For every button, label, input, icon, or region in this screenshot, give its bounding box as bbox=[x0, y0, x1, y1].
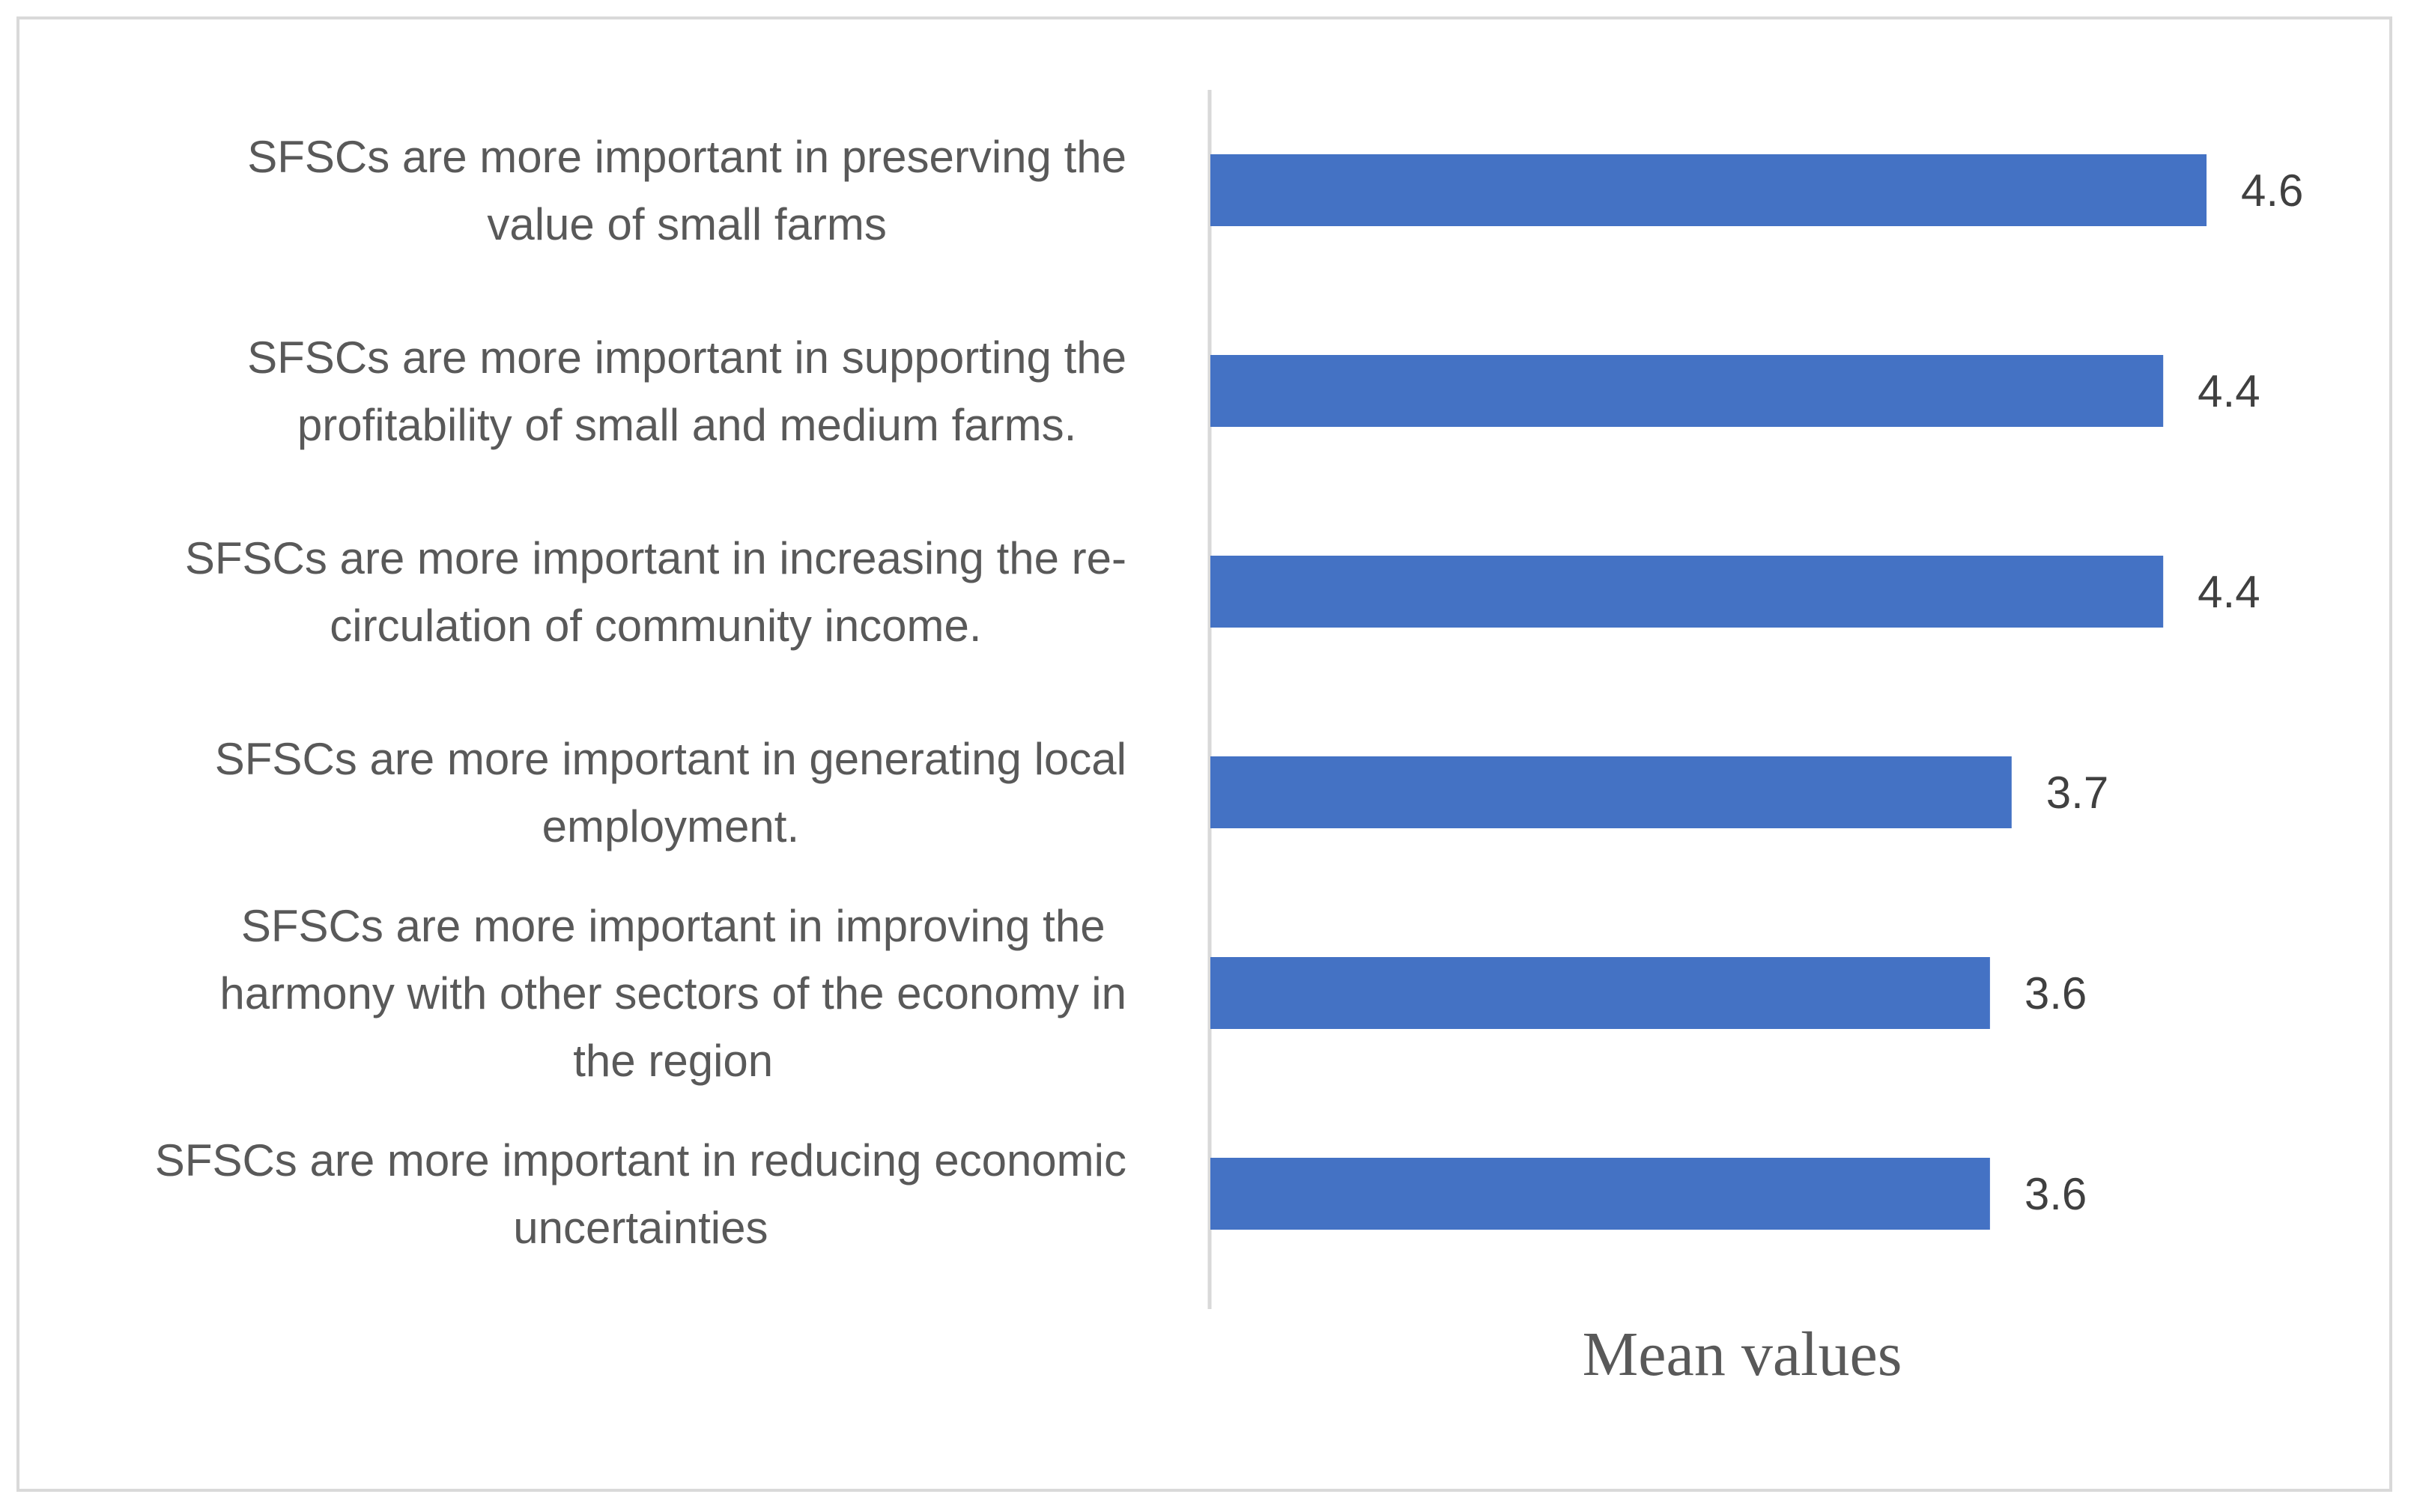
category-label-line: profitability of small and medium farms. bbox=[297, 400, 1076, 450]
category-label-line: SFSCs are more important in supporting t… bbox=[247, 333, 1126, 383]
bar-chart: SFSCs are more important in preserving t… bbox=[155, 90, 2304, 1389]
category-label-line: the region bbox=[573, 1036, 773, 1086]
category-label-line: SFSCs are more important in preserving t… bbox=[247, 132, 1126, 182]
category-label-line: employment. bbox=[542, 801, 799, 851]
value-label-4: 3.7 bbox=[2046, 768, 2108, 818]
bars-group bbox=[1210, 154, 2207, 1230]
chart-frame: SFSCs are more important in preserving t… bbox=[16, 16, 2392, 1492]
category-labels-group: SFSCs are more important in preserving t… bbox=[155, 132, 1126, 1253]
category-label-line: circulation of community income. bbox=[330, 601, 981, 651]
bar-3 bbox=[1210, 556, 2164, 628]
category-label-1: SFSCs are more important in preserving t… bbox=[247, 132, 1126, 249]
category-label-line: value of small farms bbox=[487, 199, 887, 249]
bar-5 bbox=[1210, 957, 1990, 1029]
value-labels-group: 4.6 4.4 4.4 3.7 3.6 3.6 bbox=[2025, 166, 2304, 1219]
bar-1 bbox=[1210, 154, 2207, 226]
category-label-line: SFSCs are more important in improving th… bbox=[241, 901, 1106, 951]
value-label-2: 4.4 bbox=[2198, 366, 2260, 416]
category-label-line: uncertainties bbox=[513, 1203, 768, 1253]
category-label-line: SFSCs are more important in reducing eco… bbox=[155, 1135, 1126, 1185]
category-label-line: SFSCs are more important in generating l… bbox=[215, 734, 1126, 784]
category-label-4: SFSCs are more important in generating l… bbox=[215, 734, 1126, 851]
value-label-3: 4.4 bbox=[2198, 567, 2260, 617]
category-label-6: SFSCs are more important in reducing eco… bbox=[155, 1135, 1126, 1253]
value-label-1: 4.6 bbox=[2241, 166, 2303, 216]
category-label-3: SFSCs are more important in increasing t… bbox=[185, 533, 1126, 651]
category-label-2: SFSCs are more important in supporting t… bbox=[247, 333, 1126, 450]
category-label-5: SFSCs are more important in improving th… bbox=[219, 901, 1126, 1086]
bar-6 bbox=[1210, 1158, 1990, 1230]
x-axis-title: Mean values bbox=[1583, 1320, 1902, 1389]
category-label-line: SFSCs are more important in increasing t… bbox=[185, 533, 1126, 583]
bar-2 bbox=[1210, 355, 2164, 427]
bar-4 bbox=[1210, 756, 2012, 828]
category-label-line: harmony with other sectors of the econom… bbox=[219, 968, 1126, 1018]
value-label-5: 3.6 bbox=[2025, 968, 2087, 1018]
value-label-6: 3.6 bbox=[2025, 1169, 2087, 1219]
